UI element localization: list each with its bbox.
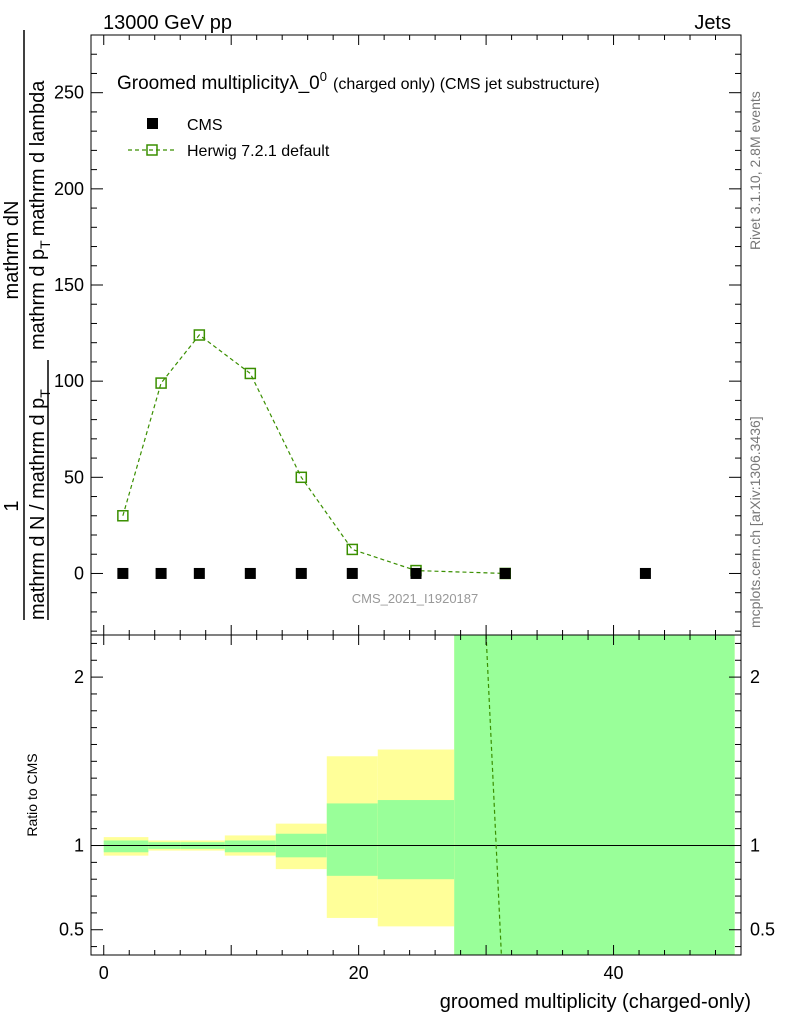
- herwig-point: [346, 543, 359, 556]
- plot-title-superscript: 0: [320, 69, 327, 84]
- cms-point: [244, 567, 256, 579]
- main-y-tick-label: 250: [54, 83, 84, 103]
- legend-herwig-label: Herwig 7.2.1 default: [187, 143, 330, 160]
- cms-point: [117, 567, 129, 579]
- ratio-band-green-7: [454, 635, 735, 955]
- plot-title-main: Groomed multiplicity: [117, 73, 290, 94]
- ratio-y-tick-label-left: 0.5: [59, 920, 84, 940]
- ylabel-upper-denominator: mathrm d pTmathrm d lambda: [27, 80, 53, 350]
- ylabel-upper-frac: mathrm d p: [27, 249, 49, 350]
- herwig-point: [244, 367, 257, 380]
- main-y-tick-label: 100: [54, 371, 84, 391]
- x-tick-label: 0: [99, 963, 109, 983]
- ratio-plot-frame: 0 20 40 0.5 0.5 1 1 2 2: [59, 634, 775, 983]
- legend-cms-marker: [147, 118, 158, 129]
- herwig-point: [117, 510, 129, 522]
- cms-point: [193, 567, 205, 579]
- cms-point: [499, 567, 511, 579]
- cms-point: [639, 567, 651, 579]
- ratio-y-tick-label-right: 2: [750, 667, 760, 687]
- cms-point: [346, 567, 358, 579]
- ratio-y-tick-label-right: 0.5: [750, 920, 775, 940]
- x-tick-label: 40: [604, 963, 624, 983]
- plot-title: Groomed multiplicityλ_00 (charged only) (…: [117, 69, 600, 94]
- ratio-ylabel: Ratio to CMS: [24, 753, 40, 836]
- mcplots-reference-label: mcplots.cern.ch [arXiv:1306.3436]: [747, 416, 763, 628]
- ylabel-upper-sub: T: [37, 240, 53, 249]
- ratio-xlabel: groomed multiplicity (charged-only): [440, 991, 751, 1013]
- analysis-category-label: Jets: [694, 12, 731, 34]
- ratio-band-green-6: [377, 800, 455, 880]
- x-tick-label: 20: [349, 963, 369, 983]
- ylabel-lower-sub: T: [37, 389, 53, 398]
- collision-label: 13000 GeV pp: [103, 12, 232, 34]
- legend-herwig-marker: [146, 144, 158, 156]
- analysis-watermark: CMS_2021_I1920187: [352, 591, 479, 606]
- legend-cms-label: CMS: [187, 117, 223, 134]
- herwig-point: [193, 329, 206, 341]
- ylabel-lower: mathrm d N / mathrm d p: [27, 398, 49, 620]
- main-ylabel: mathrm dN 1 mathrm d pTmathrm d lambda m…: [1, 30, 53, 620]
- ratio-herwig-line: [485, 634, 502, 956]
- ratio-band-green-0: [103, 840, 149, 853]
- herwig-point: [295, 471, 308, 484]
- ratio-y-tick-label-left: 1: [74, 836, 84, 856]
- ylabel-lower-denominator: mathrm d N / mathrm d pT: [27, 389, 53, 620]
- cms-point: [155, 567, 167, 579]
- plot-title-tail: (charged only) (CMS jet substructure): [333, 76, 600, 93]
- main-y-tick-label: 0: [74, 563, 84, 583]
- main-y-tick-label: 150: [54, 275, 84, 295]
- cms-point: [410, 567, 422, 579]
- ylabel-numerator: mathrm dN: [1, 201, 23, 300]
- main-y-tick-label: 200: [54, 179, 84, 199]
- ratio-uncertainty-bands: [91, 634, 741, 956]
- ratio-y-tick-label-left: 2: [74, 667, 84, 687]
- herwig-point: [155, 377, 167, 389]
- ylabel-upper-rest: mathrm d lambda: [27, 80, 49, 236]
- ratio-band-green-5: [326, 803, 378, 876]
- herwig-line: [122, 334, 506, 575]
- plot-title-lambda: λ_0: [289, 73, 320, 94]
- main-plot-frame: 0 50 100 150 200 250: [54, 34, 742, 636]
- ratio-band-green-3: [224, 840, 276, 853]
- ylabel-one: 1: [1, 500, 23, 511]
- ratio-y-tick-label-right: 1: [750, 836, 760, 856]
- cms-point: [295, 567, 307, 579]
- main-y-tick-label: 50: [64, 467, 84, 487]
- rivet-version-label: Rivet 3.1.10, 2.8M events: [747, 91, 763, 250]
